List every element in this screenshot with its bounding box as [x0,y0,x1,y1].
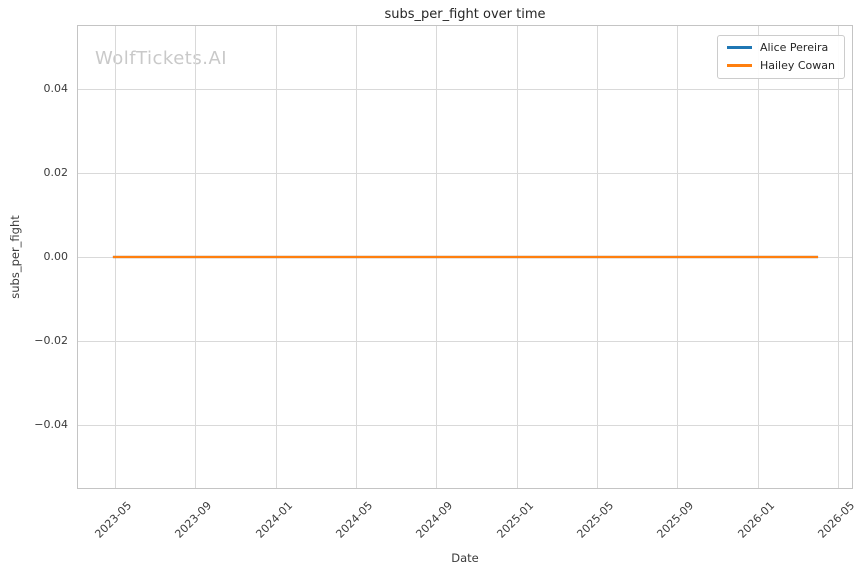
x-tick-label: 2024-01 [253,499,295,541]
y-tick-label: 0.02 [43,166,69,180]
x-tick-label: 2025-01 [494,499,536,541]
x-tick-label: 2025-05 [574,499,617,541]
y-tick-label: −0.02 [34,333,68,347]
chart-title: subs_per_fight over time [384,7,546,22]
plot-border [77,25,853,489]
x-tick-label: 2024-09 [413,499,456,541]
legend-label: Hailey Cowan [759,59,835,72]
x-axis-ticks: 2023-05 2023-09 2024-01 2024-05 2024-09 2025-… [77,489,857,551]
y-axis-ticks: 0.04 0.02 0.00 −0.02 −0.04 [0,25,68,489]
legend-line-swatch [726,46,752,49]
x-tick-label: 2025-09 [654,499,697,541]
x-tick-label: 2026-05 [815,499,858,541]
x-tick-label: 2024-05 [333,499,376,541]
plot-area [77,25,853,489]
chart-canvas [77,25,853,489]
legend-item-hailey-cowan: Hailey Cowan [726,59,835,72]
x-tick-label: 2023-05 [92,499,135,541]
x-tick-label: 2023-09 [172,499,215,541]
x-tick-label: 2026-01 [735,499,777,541]
y-tick-label: 0.04 [43,82,69,96]
legend-item-alice-pereira: Alice Pereira [726,41,835,54]
legend-line-swatch [726,64,752,67]
watermark-text: WolfTickets.AI [95,48,228,69]
x-axis-label: Date [451,551,479,565]
y-tick-label: 0.00 [43,250,69,263]
y-axis-label: subs_per_fight [8,215,22,299]
legend: Alice Pereira Hailey Cowan [716,35,845,79]
y-tick-label: −0.04 [34,417,68,431]
legend-label: Alice Pereira [759,41,829,54]
